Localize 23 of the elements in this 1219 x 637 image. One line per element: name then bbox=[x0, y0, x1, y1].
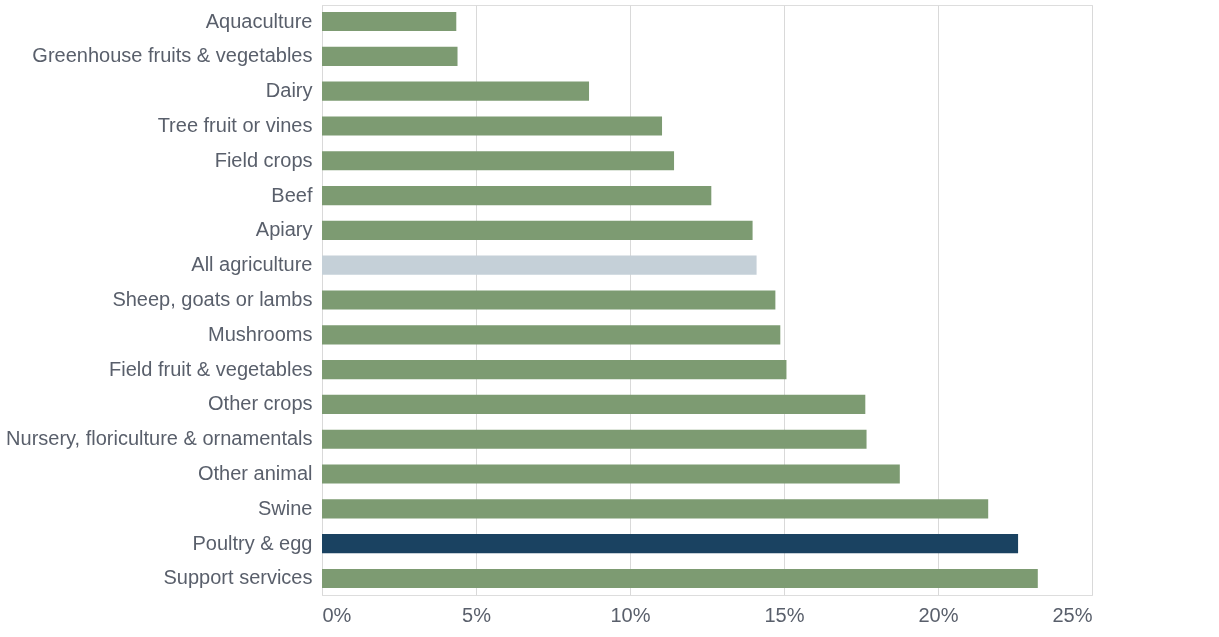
y-tick-label: All agriculture bbox=[191, 253, 313, 276]
y-tick-label: Tree fruit or vines bbox=[157, 113, 313, 136]
x-tick-label: 0% bbox=[322, 603, 352, 626]
y-tick-label: Nursery, floriculture & ornamentals bbox=[6, 427, 313, 450]
y-tick-label: Dairy bbox=[265, 79, 313, 102]
y-tick-label: Other animal bbox=[198, 462, 313, 485]
x-tick-label: 5% bbox=[462, 603, 492, 626]
y-tick-label: Swine bbox=[258, 496, 313, 519]
x-tick-label: 15% bbox=[764, 603, 805, 626]
y-tick-label: Aquaculture bbox=[205, 9, 313, 32]
y-tick-label: Field fruit & vegetables bbox=[109, 357, 313, 380]
y-tick-label: Sheep, goats or lambs bbox=[112, 288, 313, 310]
y-tick-label: Greenhouse fruits & vegetables bbox=[32, 44, 313, 67]
x-tick-label: 20% bbox=[918, 603, 959, 626]
y-tick-label: Support services bbox=[163, 566, 313, 589]
x-tick-label: 25% bbox=[1052, 603, 1093, 626]
y-tick-label: Field crops bbox=[214, 148, 313, 171]
y-tick-label: Other crops bbox=[208, 392, 313, 415]
y-tick-label: Apiary bbox=[255, 218, 313, 241]
y-tick-label: Mushrooms bbox=[208, 322, 313, 345]
y-tick-label: Beef bbox=[271, 183, 313, 206]
x-tick-label: 10% bbox=[610, 603, 651, 626]
y-tick-label: Poultry & egg bbox=[192, 531, 313, 554]
